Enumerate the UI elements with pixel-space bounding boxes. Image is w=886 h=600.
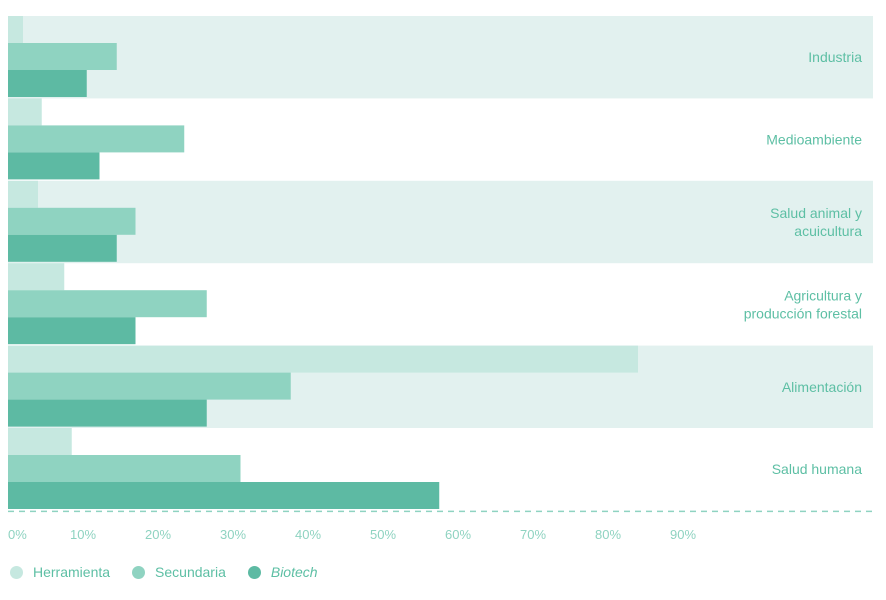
legend-label-herramienta: Herramienta bbox=[33, 564, 111, 580]
bar-herramienta-medioambiente bbox=[8, 98, 42, 126]
bar-herramienta-salud-animal-y-acuicultura bbox=[8, 180, 38, 208]
legend-dot-herramienta bbox=[10, 565, 23, 579]
category-label-medioambiente: Medioambiente bbox=[766, 132, 862, 148]
bar-biotech-salud-animal-y-acuicultura bbox=[8, 234, 117, 262]
x-tick-label-40: 40% bbox=[295, 527, 321, 542]
x-tick-label-10: 10% bbox=[70, 527, 96, 542]
bar-herramienta-agricultura-y-produccion-forestal bbox=[8, 263, 65, 291]
x-tick-label-0: 0% bbox=[8, 527, 27, 542]
bar-biotech-agricultura-y-produccion-forestal bbox=[8, 317, 136, 345]
bar-biotech-alimentacion bbox=[8, 399, 207, 427]
category-label-industria: Industria bbox=[808, 49, 862, 65]
band-industria bbox=[8, 16, 873, 99]
legend-dot-biotech bbox=[247, 565, 261, 579]
x-tick-label-90: 90% bbox=[670, 527, 696, 542]
x-tick-label-80: 80% bbox=[595, 527, 621, 542]
band-salud-animal-y-acuicultura bbox=[8, 180, 873, 264]
x-tick-label-60: 60% bbox=[445, 527, 471, 542]
category-label-salud-animal-y-acuicultura-line-2: acuicultura bbox=[794, 223, 862, 239]
x-tick-label-20: 20% bbox=[145, 527, 171, 542]
legend-label-secundaria: Secundaria bbox=[155, 564, 226, 580]
bar-secundaria-alimentacion bbox=[8, 372, 291, 400]
legend-label-biotech: Biotech bbox=[270, 564, 318, 580]
bar-secundaria-industria bbox=[8, 43, 117, 70]
legend-item-secundaria: Secundaria bbox=[132, 564, 226, 580]
bar-herramienta-alimentacion bbox=[8, 345, 638, 373]
category-label-agricultura-y-produccion-forestal-line-1: Agricultura y bbox=[784, 287, 862, 303]
category-label-salud-humana: Salud humana bbox=[772, 461, 863, 477]
bar-secundaria-salud-humana bbox=[8, 455, 241, 482]
category-label-alimentacion: Alimentación bbox=[782, 379, 862, 395]
category-label-agricultura-y-produccion-forestal-line-2: producción forestal bbox=[744, 305, 862, 321]
legend-dot-secundaria bbox=[132, 565, 146, 579]
legend-item-herramienta: Herramienta bbox=[10, 564, 110, 580]
bar-biotech-medioambiente bbox=[8, 152, 100, 180]
bar-biotech-salud-humana bbox=[8, 482, 440, 509]
bar-herramienta-industria bbox=[8, 16, 23, 43]
legend-item-biotech: Biotech bbox=[247, 564, 318, 580]
bar-secundaria-salud-animal-y-acuicultura bbox=[8, 207, 136, 235]
bar-biotech-industria bbox=[8, 70, 87, 97]
x-tick-label-70: 70% bbox=[520, 527, 546, 542]
legend: Herramienta Secundaria Biotech bbox=[10, 561, 340, 583]
x-tick-label-50: 50% bbox=[370, 527, 396, 542]
category-label-salud-animal-y-acuicultura-line-1: Salud animal y bbox=[770, 205, 862, 221]
x-tick-label-30: 30% bbox=[220, 527, 246, 542]
bar-secundaria-agricultura-y-produccion-forestal bbox=[8, 290, 207, 318]
bar-herramienta-salud-humana bbox=[8, 428, 72, 455]
bar-secundaria-medioambiente bbox=[8, 125, 185, 153]
